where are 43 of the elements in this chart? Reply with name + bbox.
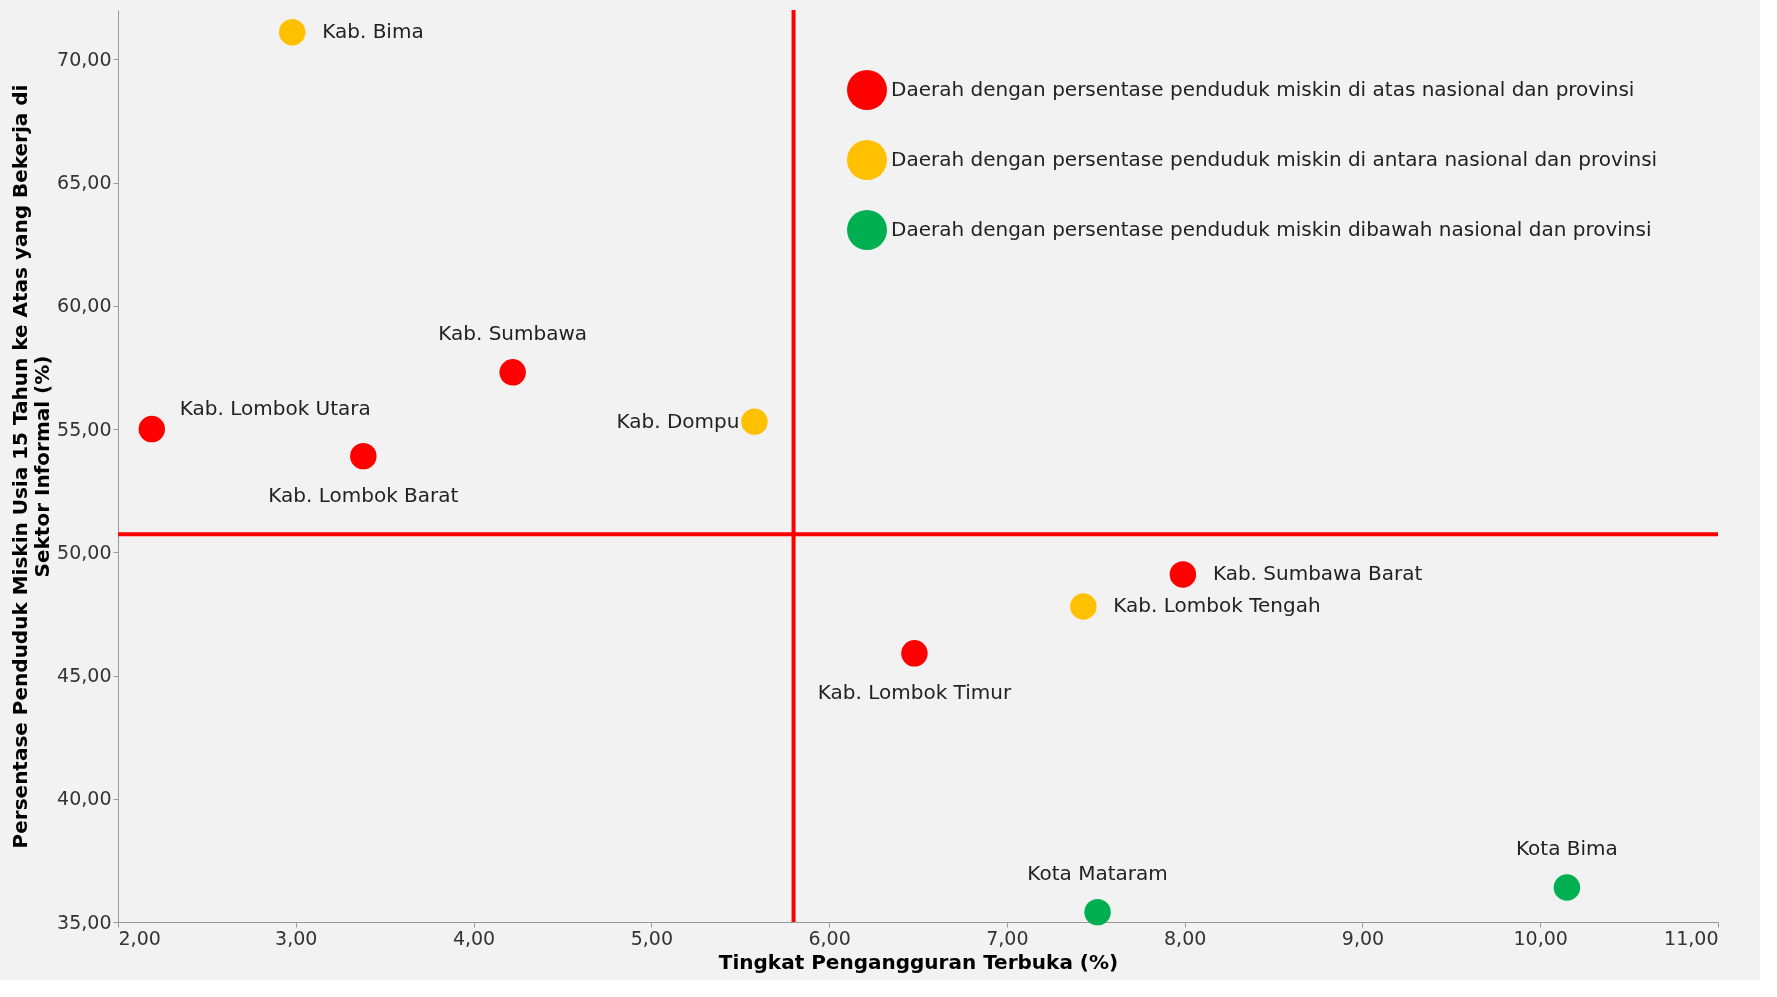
- y-tick-label: 40,00: [57, 787, 112, 810]
- point: [901, 640, 928, 667]
- legend-label: Daerah dengan persentase penduduk miskin di antara nasional dan provinsi: [891, 147, 1658, 171]
- annotation: Kab. Lombok Timur: [817, 680, 1012, 705]
- y-tick-label: 70,00: [57, 47, 112, 70]
- annotation: Kota Bima: [1515, 836, 1618, 861]
- y-tick-label: 45,00: [57, 664, 112, 687]
- x-tick-label: 6,00: [808, 926, 851, 949]
- point: [741, 408, 768, 435]
- annotation: Kab. Sumbawa: [438, 321, 588, 346]
- y-tick-label: 60,00: [57, 294, 112, 317]
- annotation: Kab. Dompu: [616, 408, 740, 433]
- annotation: Kab. Lombok Tengah: [1113, 593, 1321, 618]
- point: [1070, 593, 1097, 620]
- x-tick-label: 4,00: [452, 926, 496, 949]
- x-tick-label: 3,00: [275, 926, 318, 949]
- y-tick-label: 55,00: [57, 417, 112, 440]
- x-tick-label: 11,00: [1664, 926, 1719, 949]
- x-tick-label: 10,00: [1513, 926, 1568, 949]
- annotation: Kota Mataram: [1027, 861, 1168, 886]
- point: [1553, 874, 1581, 901]
- x-tick-label: 8,00: [1164, 926, 1207, 949]
- y-tick-label: 65,00: [57, 171, 112, 194]
- y-tick-label: 50,00: [57, 540, 112, 563]
- annotation: Kab. Lombok Barat: [268, 483, 459, 508]
- y-tick-label: 35,00: [57, 910, 112, 933]
- annotation: Kab. Lombok Utara: [179, 396, 371, 421]
- x-tick-label: 9,00: [1341, 926, 1385, 949]
- y-axis-title: Persentase Penduduk Miskin Usia 15 Tahun ke Atas yang Bekerja di Sektor Informal (%): [8, 84, 55, 849]
- x-tick-label: 5,00: [630, 926, 673, 949]
- point: [138, 415, 166, 443]
- legend-label: Daerah dengan persentase penduduk miskin di atas nasional dan provinsi: [891, 77, 1635, 101]
- point: [1169, 561, 1197, 588]
- point: [278, 18, 306, 46]
- annotation: Kab. Sumbawa Barat: [1212, 561, 1423, 586]
- point: [499, 359, 526, 386]
- x-tick-label: 2,00: [118, 926, 161, 949]
- x-axis-title: Tingkat Pengangguran Terbuka (%): [718, 949, 1119, 974]
- annotation: Kab. Bima: [322, 19, 424, 44]
- x-tick-label: 7,00: [986, 926, 1029, 949]
- point: [350, 442, 377, 470]
- point: [1084, 898, 1111, 926]
- legend-label: Daerah dengan persentase penduduk miskin dibawah nasional dan provinsi: [891, 217, 1652, 241]
